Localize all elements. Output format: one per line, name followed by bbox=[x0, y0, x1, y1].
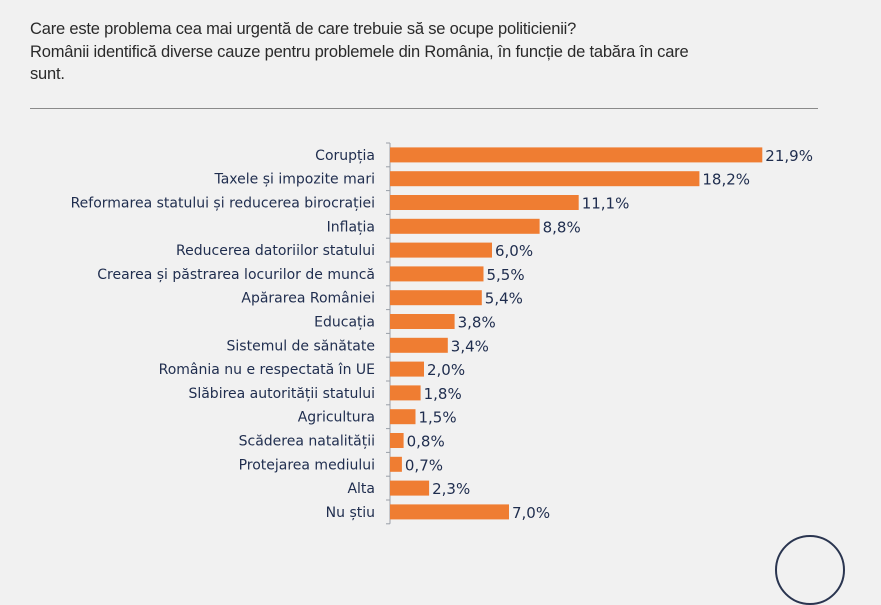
bar bbox=[390, 290, 482, 306]
data-label: 0,7% bbox=[405, 456, 443, 474]
category-label: Reformarea statului și reducerea birocra… bbox=[71, 196, 375, 212]
category-label: Scăderea natalității bbox=[239, 434, 375, 450]
data-label: 6,0% bbox=[495, 242, 533, 260]
data-label: 11,1% bbox=[582, 195, 630, 213]
bar bbox=[390, 480, 430, 496]
bar bbox=[390, 218, 540, 234]
bar bbox=[390, 361, 424, 377]
bar bbox=[390, 242, 492, 258]
title-divider bbox=[30, 108, 818, 109]
category-label: Sistemul de sănătate bbox=[227, 338, 375, 354]
bar bbox=[390, 314, 455, 329]
category-label: Corupția bbox=[315, 148, 375, 164]
data-label: 1,8% bbox=[424, 385, 462, 403]
data-label: 21,9% bbox=[765, 147, 813, 165]
bar bbox=[390, 195, 579, 210]
bar bbox=[390, 433, 404, 448]
bar bbox=[390, 337, 448, 353]
bar bbox=[390, 147, 763, 163]
logo-circle bbox=[775, 535, 845, 605]
data-label: 1,5% bbox=[419, 409, 457, 427]
category-label: Inflația bbox=[327, 219, 375, 235]
data-label: 7,0% bbox=[512, 504, 550, 522]
category-label: Slăbirea autorității statului bbox=[188, 386, 375, 402]
data-label: 18,2% bbox=[702, 171, 750, 189]
bar bbox=[390, 456, 402, 472]
data-label: 8,8% bbox=[543, 218, 581, 236]
category-label: Reducerea datoriilor statului bbox=[176, 243, 375, 259]
title-line-3: sunt. bbox=[30, 65, 65, 83]
category-label: Educația bbox=[314, 315, 375, 331]
bar bbox=[390, 504, 509, 520]
category-label: Apărarea României bbox=[241, 291, 375, 307]
title-line-1: Care este problema cea mai urgentă de ca… bbox=[30, 20, 577, 38]
category-label: România nu e respectată în UE bbox=[159, 362, 375, 378]
bar bbox=[390, 171, 700, 187]
data-label: 0,8% bbox=[407, 433, 445, 451]
category-label: Protejarea mediului bbox=[239, 457, 375, 473]
chart-title: Care este problema cea mai urgentă de ca… bbox=[30, 18, 830, 86]
data-label: 3,8% bbox=[458, 314, 496, 332]
data-label: 2,0% bbox=[427, 361, 465, 379]
category-label: Alta bbox=[347, 481, 375, 497]
title-line-2: Românii identifică diverse cauze pentru … bbox=[30, 42, 689, 61]
data-label: 3,4% bbox=[451, 337, 489, 355]
category-label: Crearea și păstrarea locurilor de muncă bbox=[97, 267, 375, 283]
data-label: 2,3% bbox=[432, 480, 470, 498]
data-label: 5,4% bbox=[485, 290, 523, 308]
category-label: Taxele și impozite mari bbox=[213, 172, 375, 188]
data-label: 5,5% bbox=[487, 266, 525, 284]
bar bbox=[390, 266, 484, 282]
bar bbox=[390, 385, 421, 401]
category-label: Nu știu bbox=[326, 505, 375, 521]
bar-chart: Corupția 21,9% Taxele și impozite mari 18,2… bbox=[71, 142, 813, 525]
category-label: Agricultura bbox=[298, 410, 375, 426]
bar bbox=[390, 409, 416, 425]
